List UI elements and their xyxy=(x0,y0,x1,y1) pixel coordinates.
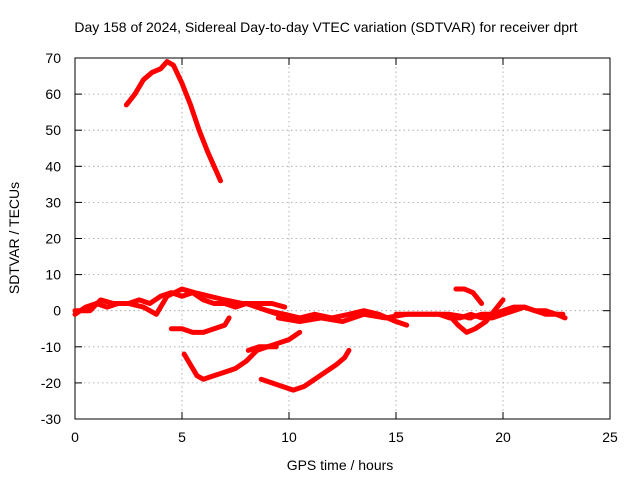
y-tick-label: 20 xyxy=(45,231,61,247)
series-arc-18b xyxy=(449,297,506,335)
y-tick-label: 30 xyxy=(45,194,61,210)
x-tick-label: 0 xyxy=(71,429,79,445)
series-arc-dip-4 xyxy=(258,347,352,393)
y-tick-label: -20 xyxy=(41,375,61,391)
y-tick-labels: -30 -20 -10 0 10 20 30 40 50 60 70 xyxy=(41,50,61,427)
y-tick-label: -30 xyxy=(41,411,61,427)
x-tick-label: 5 xyxy=(178,429,186,445)
y-tick-label: 70 xyxy=(45,50,61,66)
x-tick-label: 20 xyxy=(495,429,511,445)
y-tick-label: 40 xyxy=(45,158,61,174)
y-axis-label: SDTVAR / TECUs xyxy=(6,182,22,294)
data-series xyxy=(72,59,568,393)
series-arc-high xyxy=(123,59,224,184)
series-arc-dip-3 xyxy=(245,344,279,353)
series-band-2 xyxy=(72,286,288,317)
y-tick-label: 10 xyxy=(45,267,61,283)
series-band-6 xyxy=(466,304,566,321)
y-tick-label: -10 xyxy=(41,339,61,355)
series-arc-18 xyxy=(453,286,485,306)
x-tick-label: 25 xyxy=(602,429,618,445)
y-tick-label: 0 xyxy=(53,303,61,319)
series-arc-dip-1 xyxy=(168,315,232,335)
x-tick-label: 15 xyxy=(388,429,404,445)
series-arc-dip-2 xyxy=(181,329,303,382)
x-axis-label: GPS time / hours xyxy=(287,457,394,473)
y-tick-label: 60 xyxy=(45,86,61,102)
x-tick-label: 10 xyxy=(281,429,297,445)
y-tick-label: 50 xyxy=(45,122,61,138)
chart-title: Day 158 of 2024, Sidereal Day-to-day VTE… xyxy=(74,19,577,35)
x-tick-labels: 0 5 10 15 20 25 xyxy=(71,429,618,445)
